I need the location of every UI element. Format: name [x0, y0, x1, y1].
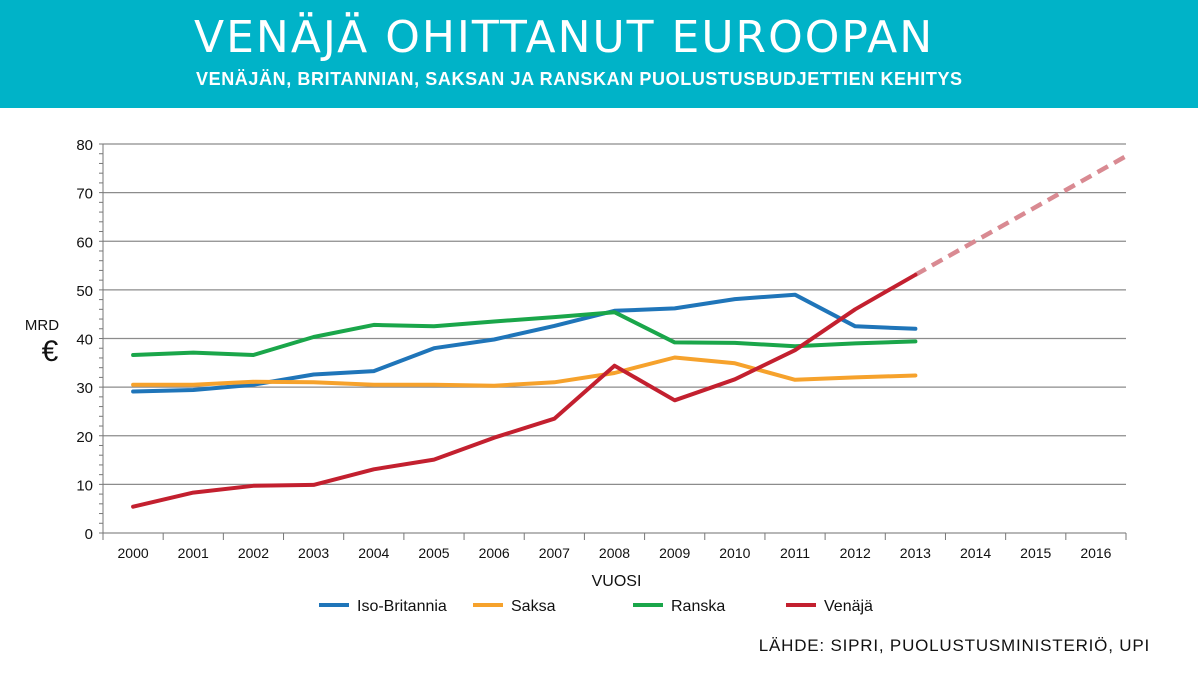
y-tick-label: 30 [76, 380, 93, 397]
x-tick-label: 2004 [358, 545, 389, 561]
chart-title: VENÄJÄ OHITTANUT EUROOPAN [194, 12, 935, 63]
x-tick-label: 2012 [840, 545, 871, 561]
x-axis-label: VUOSI [592, 573, 642, 590]
x-tick-label: 2014 [960, 545, 991, 561]
projection-line-venaja [914, 154, 1128, 277]
series-line-ven-j- [131, 272, 918, 509]
y-tick-label: 10 [76, 477, 93, 494]
series-line-ranska [131, 310, 918, 357]
x-tick-label: 2008 [599, 545, 630, 561]
legend-label: Venäjä [824, 598, 873, 615]
x-tick-label: 2005 [418, 545, 449, 561]
y-axis-label-currency: € [42, 335, 59, 368]
y-tick-label: 50 [76, 283, 93, 300]
source-note: LÄHDE: SIPRI, PUOLUSTUSMINISTERIÖ, UPI [758, 636, 1150, 655]
x-tick-label: 2003 [298, 545, 329, 561]
chart-subtitle: VENÄJÄN, BRITANNIAN, SAKSAN JA RANSKAN P… [196, 69, 963, 89]
series-lines [131, 154, 1128, 509]
y-tick-label: 70 [76, 186, 93, 203]
x-tick-label: 2009 [659, 545, 690, 561]
legend: Iso-Britannia Saksa Ranska Venäjä [319, 598, 873, 615]
y-tick-label: 40 [76, 332, 93, 349]
legend-label: Iso-Britannia [357, 598, 447, 615]
series-line-iso-britannia [131, 292, 918, 394]
y-tick-label: 60 [76, 234, 93, 251]
header-banner: VENÄJÄ OHITTANUT EUROOPAN VENÄJÄN, BRITA… [0, 0, 1198, 108]
grid-lines [103, 143, 1126, 534]
x-tick-label: 2015 [1020, 545, 1051, 561]
legend-label: Ranska [671, 598, 725, 615]
x-tick-label: 2000 [118, 545, 149, 561]
y-tick-label: 0 [85, 526, 93, 543]
x-tick-label: 2001 [178, 545, 209, 561]
legend-label: Saksa [511, 598, 556, 615]
series-line-saksa [131, 355, 918, 388]
y-axis-label-unit: MRD [25, 317, 59, 334]
x-tick-label: 2011 [780, 545, 810, 561]
axes: 0 10 20 30 40 50 60 70 80 2000 2001 2002 2003 2004 200… [25, 137, 1127, 590]
x-tick-label: 2002 [238, 545, 269, 561]
x-tick-label: 2007 [539, 545, 570, 561]
x-tick-label: 2010 [719, 545, 750, 561]
x-tick-label: 2013 [900, 545, 931, 561]
y-tick-label: 80 [76, 137, 93, 154]
x-tick-label: 2016 [1080, 545, 1111, 561]
x-tick-label: 2006 [479, 545, 510, 561]
y-tick-label: 20 [76, 429, 93, 446]
